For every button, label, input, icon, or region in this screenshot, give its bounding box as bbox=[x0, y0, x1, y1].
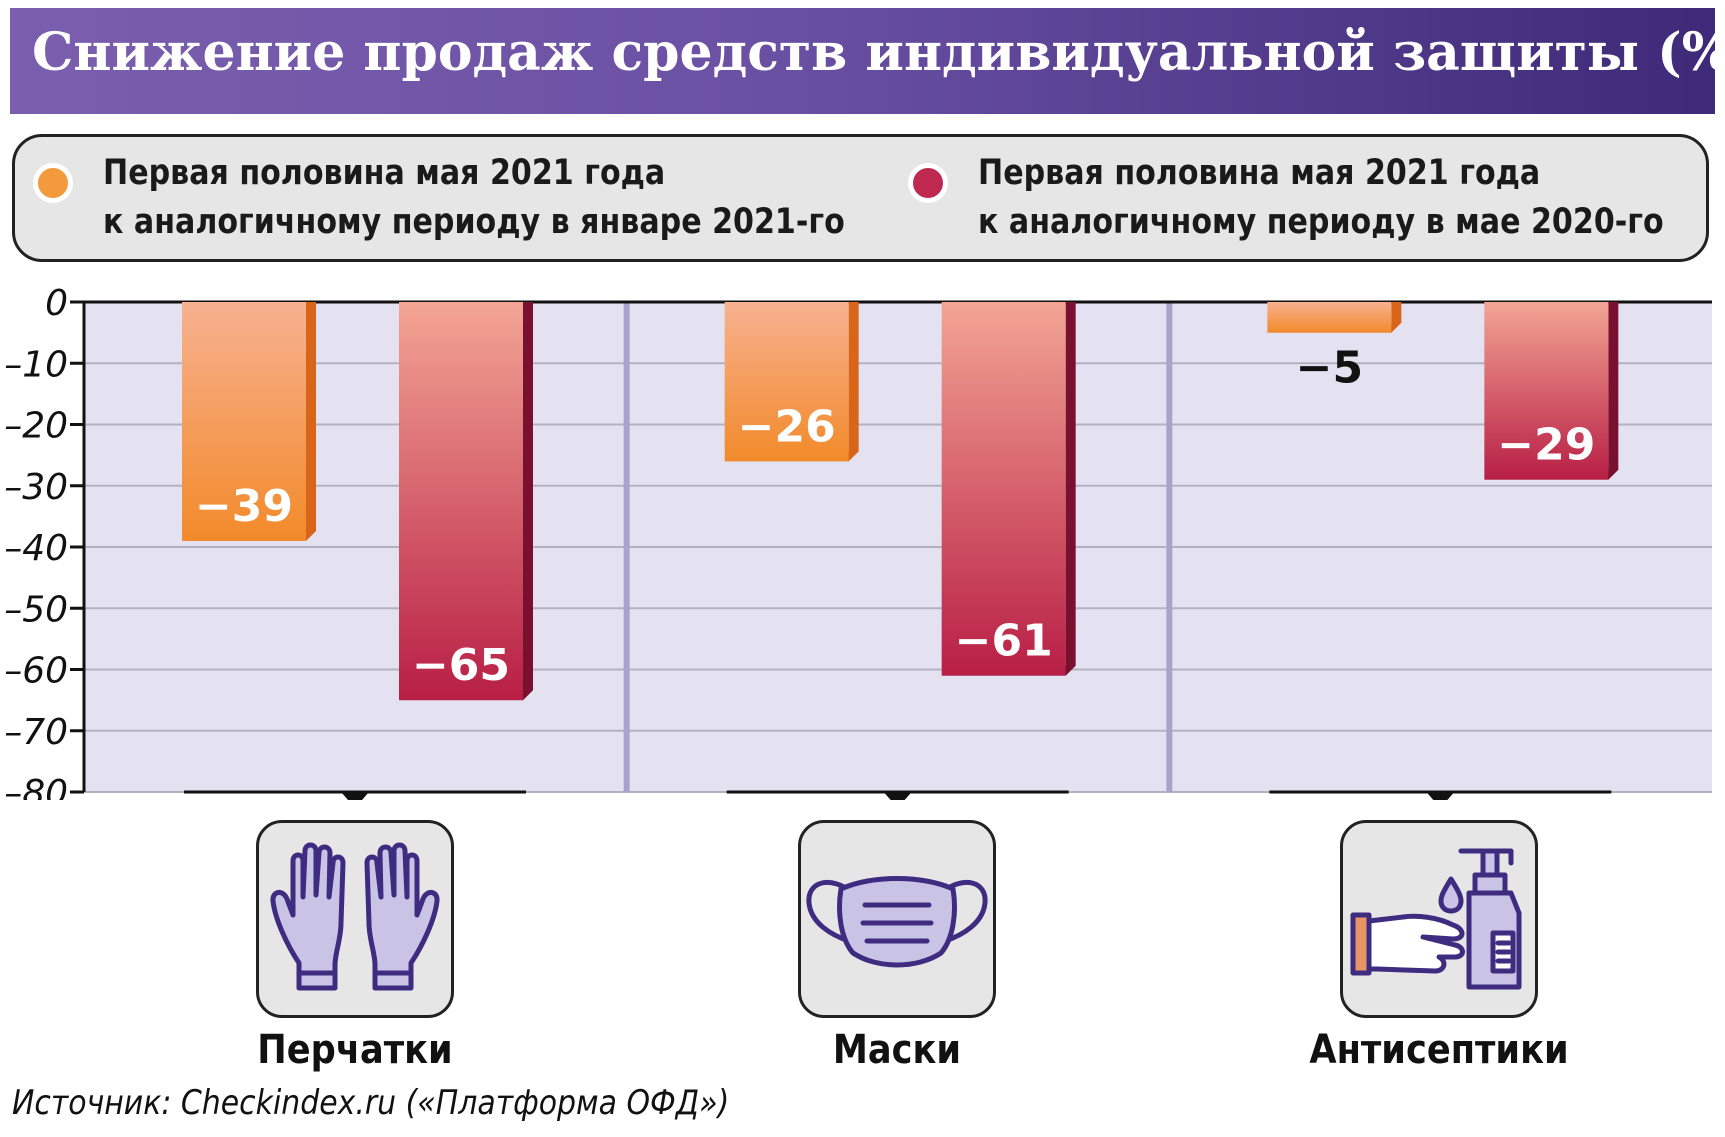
legend-label-may: Первая половина мая 2021 года к аналогич… bbox=[978, 149, 1664, 247]
category-label-gloves: Перчатки bbox=[257, 1027, 453, 1073]
y-tick-label: –80 bbox=[4, 773, 68, 800]
legend-dot-orange bbox=[33, 163, 73, 203]
category-pointer bbox=[883, 792, 912, 800]
y-tick-label: –30 bbox=[4, 467, 68, 508]
y-tick-label: 0 bbox=[45, 283, 68, 324]
bar-may-0 bbox=[399, 302, 523, 701]
bar-side bbox=[523, 302, 533, 701]
mask-icon-box bbox=[798, 820, 996, 1018]
y-tick-label: –10 bbox=[4, 344, 68, 385]
y-tick-label: –60 bbox=[4, 651, 68, 692]
bar-may-1 bbox=[941, 302, 1066, 676]
category-pointer bbox=[1426, 792, 1455, 800]
bar-value-label: −5 bbox=[1296, 343, 1363, 394]
bar-chart: 0 –10 –20 –30 –40 –50 –60 –70 –80 −39 −65 −26 −61 −5 −… bbox=[4, 283, 1712, 800]
legend: Первая половина мая 2021 года к аналогич… bbox=[12, 134, 1709, 262]
antiseptic-icon-box bbox=[1340, 820, 1538, 1018]
legend-label-jan: Первая половина мая 2021 года к аналогич… bbox=[103, 149, 845, 247]
y-tick-label: –20 bbox=[4, 406, 68, 447]
bar-side bbox=[1065, 302, 1076, 676]
bar-side bbox=[848, 302, 859, 462]
bar-jan-0 bbox=[182, 302, 306, 541]
source-note: Источник: Checkindex.ru («Платформа ОФД»… bbox=[12, 1083, 730, 1123]
y-tick-label: –70 bbox=[4, 712, 68, 753]
category-label-masks: Маски bbox=[832, 1027, 962, 1073]
bar-value-label: −39 bbox=[195, 481, 293, 532]
title-bar: Снижение продаж средств индивидуальной з… bbox=[10, 8, 1725, 114]
gloves-icon bbox=[270, 842, 440, 991]
bar-value-label: −65 bbox=[412, 640, 510, 691]
bar-side bbox=[306, 302, 316, 541]
chart-title: Снижение продаж средств индивидуальной з… bbox=[32, 22, 1725, 83]
legend-dot-crimson bbox=[908, 163, 948, 203]
legend-label-jan-line1: Первая половина мая 2021 года bbox=[103, 153, 666, 193]
bar-may-2 bbox=[1484, 302, 1609, 480]
legend-label-jan-line2: к аналогичному периоду в январе 2021-го bbox=[103, 202, 845, 242]
bar-jan-1 bbox=[724, 302, 849, 462]
bar-value-label: −61 bbox=[955, 616, 1053, 667]
bar-side bbox=[1608, 302, 1619, 480]
legend-label-may-line1: Первая половина мая 2021 года bbox=[978, 153, 1541, 193]
category-label-antiseptics: Антисептики bbox=[1309, 1027, 1569, 1073]
y-tick-label: –40 bbox=[4, 528, 68, 569]
legend-label-may-line2: к аналогичному периоду в мае 2020-го bbox=[978, 202, 1664, 242]
gloves-icon-box bbox=[256, 820, 454, 1018]
antiseptic-icon bbox=[1350, 848, 1522, 990]
bar-value-label: −26 bbox=[738, 401, 836, 452]
y-tick-label: –50 bbox=[4, 589, 68, 630]
bar-jan-2 bbox=[1267, 302, 1392, 333]
bar-value-label: −29 bbox=[1497, 420, 1595, 471]
mask-icon bbox=[806, 876, 988, 968]
category-pointer bbox=[341, 792, 369, 800]
